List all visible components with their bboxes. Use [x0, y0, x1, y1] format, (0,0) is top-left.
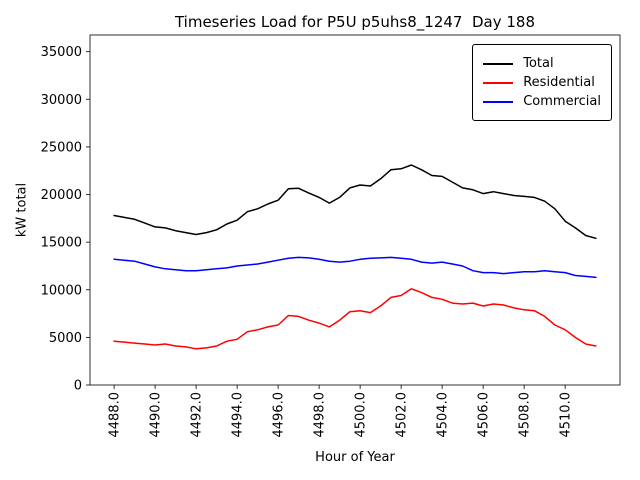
x-tick-label: 4492.0	[190, 392, 205, 438]
x-tick-label: 4502.0	[395, 392, 410, 438]
chart-title: Timeseries Load for P5U p5uhs8_1247 Day …	[174, 13, 536, 31]
legend-label: Commercial	[523, 94, 601, 109]
x-tick-label: 4510.0	[559, 392, 574, 438]
y-tick-label: 30000	[41, 93, 82, 108]
y-tick-label: 35000	[41, 45, 82, 60]
x-tick-label: 4504.0	[436, 392, 451, 438]
x-tick-label: 4494.0	[231, 392, 246, 438]
legend-item-total: Total	[483, 56, 601, 71]
y-tick-label: 20000	[41, 188, 82, 203]
y-tick-label: 5000	[49, 331, 82, 346]
y-tick-label: 15000	[41, 236, 82, 251]
commercial-line-swatch	[483, 100, 514, 103]
x-tick-label: 4490.0	[149, 392, 164, 438]
legend-item-residential: Residential	[483, 75, 601, 90]
legend: Total Residential Commercial	[472, 44, 612, 121]
x-tick-label: 4488.0	[108, 392, 123, 438]
plot-border	[89, 34, 621, 386]
legend-label: Total	[523, 56, 554, 71]
legend-item-commercial: Commercial	[483, 94, 601, 109]
y-tick-label: 0	[74, 379, 82, 394]
y-tick-label: 25000	[41, 140, 82, 155]
series-line-commercial	[113, 256, 597, 279]
y-tick-label: 10000	[41, 283, 82, 298]
x-tick-label: 4498.0	[313, 392, 328, 438]
x-tick-label: 4508.0	[518, 392, 533, 438]
series-line-total	[113, 164, 597, 240]
x-tick-label: 4506.0	[477, 392, 492, 438]
x-axis-label: Hour of Year	[315, 450, 395, 465]
x-tick-label: 4500.0	[354, 392, 369, 438]
legend-label: Residential	[523, 75, 595, 90]
residential-line-swatch	[483, 81, 514, 84]
total-line-swatch	[483, 62, 514, 65]
x-tick-label: 4496.0	[272, 392, 287, 438]
y-axis-label: kW total	[14, 182, 30, 238]
series-line-residential	[113, 288, 597, 350]
